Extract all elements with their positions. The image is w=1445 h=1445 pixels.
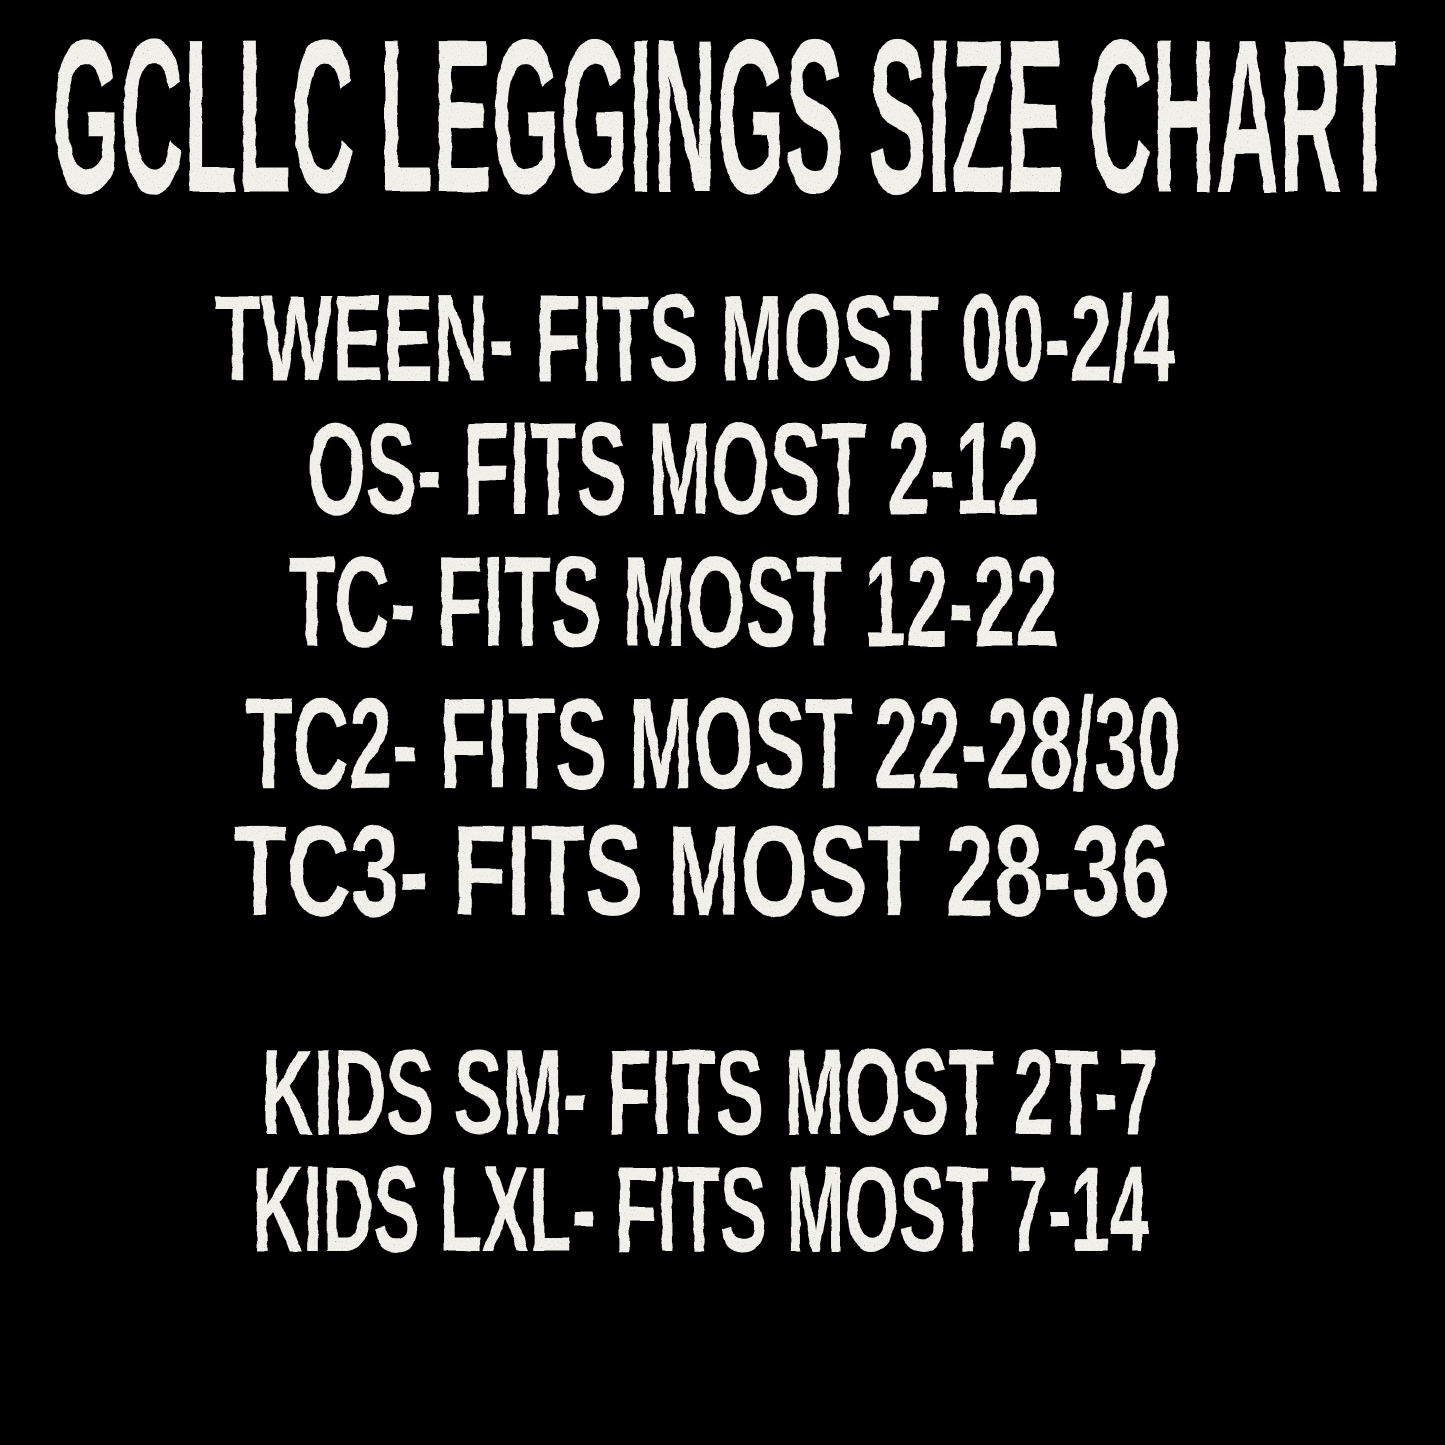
svg-text:TC2- FITS MOST 22-28/30: TC2- FITS MOST 22-28/30 xyxy=(245,671,1180,817)
svg-text:TC- FITS MOST 12-22: TC- FITS MOST 12-22 xyxy=(288,530,1058,674)
svg-text:OS- FITS MOST 2-12: OS- FITS MOST 2-12 xyxy=(307,395,1040,542)
svg-text:GCLLC LEGGINGS SIZE CHART: GCLLC LEGGINGS SIZE CHART xyxy=(51,0,1396,239)
svg-text:TC3- FITS MOST 28-36: TC3- FITS MOST 28-36 xyxy=(233,799,1169,943)
svg-text:TWEEN- FITS MOST 00-2/4: TWEEN- FITS MOST 00-2/4 xyxy=(214,270,1175,407)
svg-text:KIDS LXL- FITS MOST 7-14: KIDS LXL- FITS MOST 7-14 xyxy=(252,1142,1148,1278)
svg-text:KIDS SM- FITS MOST 2T-7: KIDS SM- FITS MOST 2T-7 xyxy=(261,1025,1158,1161)
